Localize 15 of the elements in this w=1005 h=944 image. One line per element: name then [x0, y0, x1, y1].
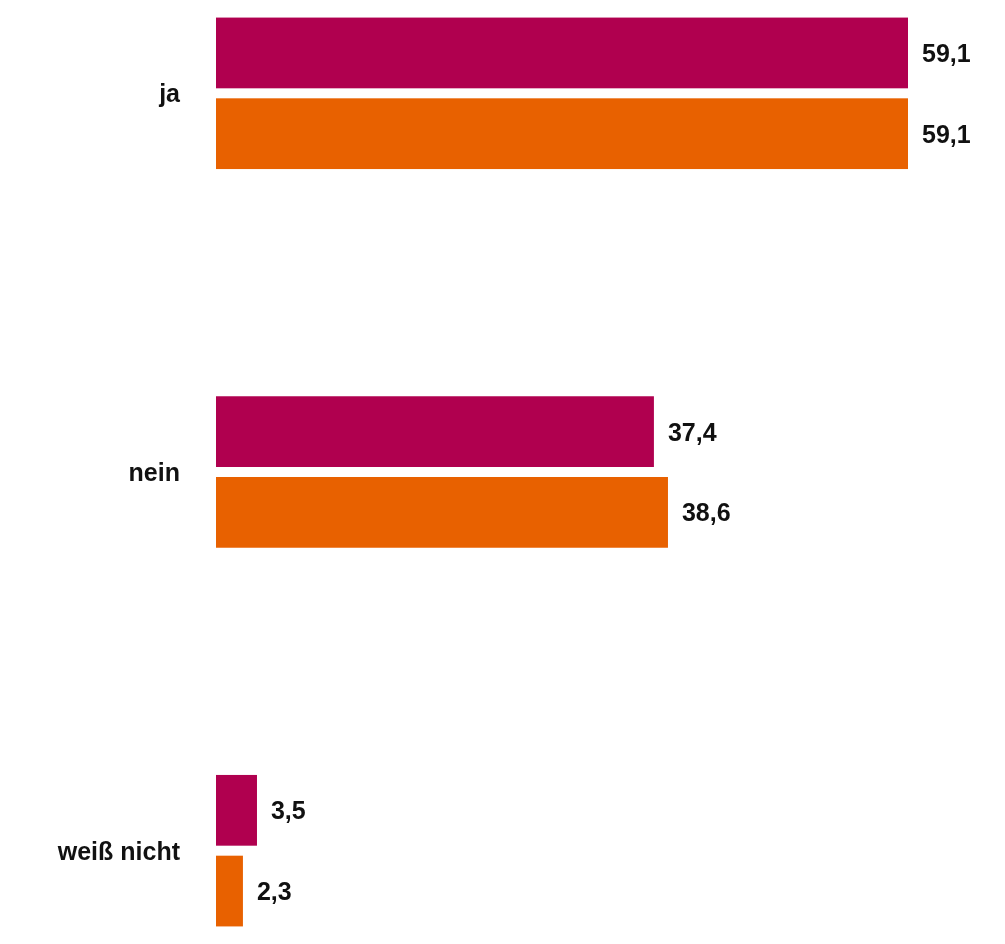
y-tick-label: nein — [128, 458, 180, 486]
y-tick-label: ja — [158, 79, 182, 108]
bar — [216, 774, 257, 846]
bar — [216, 477, 668, 548]
bar — [216, 98, 908, 170]
data-label: 3,5 — [270, 796, 306, 825]
y-tick-label: weiß nicht — [56, 836, 181, 865]
data-label: 2,3 — [256, 877, 292, 906]
data-label: 38,6 — [681, 498, 731, 527]
data-label: 59,1 — [922, 38, 971, 67]
data-label: 59,1 — [922, 119, 971, 148]
bar — [216, 17, 908, 89]
bar — [216, 855, 243, 927]
bar — [216, 396, 654, 467]
data-label: 37,4 — [667, 417, 717, 446]
